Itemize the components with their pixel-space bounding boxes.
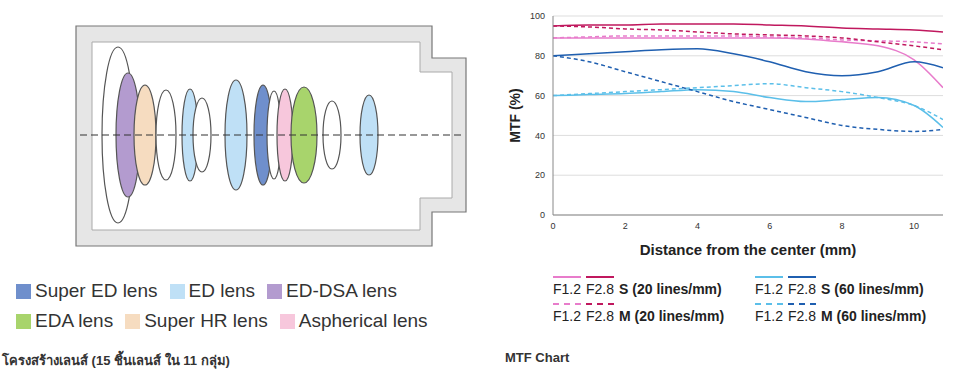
html-text:F1.2 F2.8 M (20 lines/mm): F1.2 F2.8 M (20 lines/mm) <box>553 308 725 324</box>
html-text:F1.2 F2.8 M (60 lines/mm): F1.2 F2.8 M (60 lines/mm) <box>755 308 927 324</box>
svg-text:6: 6 <box>767 221 772 231</box>
svg-text:0: 0 <box>540 210 545 220</box>
svg-text:100: 100 <box>530 11 545 21</box>
html-text:F1.2 F2.8 S (20 lines/mm): F1.2 F2.8 S (20 lines/mm) <box>553 281 722 297</box>
html-text:โครงสร้างเลนส์ (15 ชิ้นเลนส์ ใ: โครงสร้างเลนส์ (15 ชิ้นเลนส์ ใน 11 กลุ่ม… <box>2 353 230 368</box>
svg-text:4: 4 <box>695 221 700 231</box>
svg-text:40: 40 <box>535 131 545 141</box>
html-text:ED lens: ED lens <box>188 280 255 301</box>
html-text:Super HR lens: Super HR lens <box>144 310 268 331</box>
html-text:ED-DSA lens: ED-DSA lens <box>286 280 397 301</box>
html-text:F1.2 F2.8 S (60 lines/mm): F1.2 F2.8 S (60 lines/mm) <box>755 281 924 297</box>
html-text:Aspherical lens: Aspherical lens <box>298 310 428 331</box>
svg-text:80: 80 <box>535 51 545 61</box>
svg-text:10: 10 <box>909 221 919 231</box>
svg-text:MTF (%): MTF (%) <box>507 88 523 142</box>
html-text:EDA lens: EDA lens <box>35 310 114 331</box>
svg-text:60: 60 <box>535 91 545 101</box>
html-text:Super ED lens: Super ED lens <box>35 280 158 301</box>
html-text:MTF Chart: MTF Chart <box>505 350 570 365</box>
svg-text:8: 8 <box>839 221 844 231</box>
svg-text:0: 0 <box>550 221 555 231</box>
svg-text:2: 2 <box>623 221 628 231</box>
svg-text:Distance from the center (mm): Distance from the center (mm) <box>640 241 857 258</box>
svg-text:20: 20 <box>535 170 545 180</box>
